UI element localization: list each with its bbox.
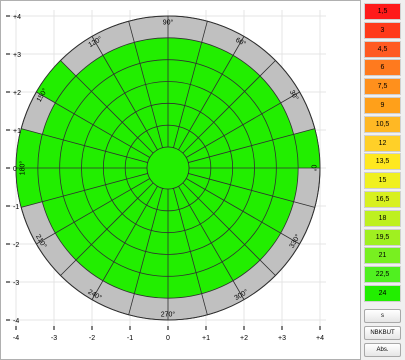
- legend-item: 22,5: [364, 266, 401, 284]
- nbkbut-button[interactable]: NBKBUT: [364, 326, 401, 340]
- legend-item: 15: [364, 172, 401, 190]
- spoke-line: [36, 178, 151, 245]
- angle-label: 0°: [310, 165, 318, 172]
- x-tick-label: -1: [127, 335, 133, 342]
- legend-item: 16,5: [364, 191, 401, 208]
- legend-item: 3: [364, 21, 401, 39]
- polar-chart: -4+4-3+3-2+2-1+100+1-1+2-2+3-3+4-40°30°6…: [0, 0, 361, 360]
- legend-item: 10,5: [364, 115, 401, 133]
- x-tick-label: +1: [202, 335, 210, 342]
- outer-ring-sector: [16, 168, 43, 208]
- spoke-line: [182, 60, 276, 154]
- spoke-line: [128, 188, 163, 315]
- legend-item: 13,5: [364, 153, 401, 171]
- polar-plot-area: -4 +4 -3 +3 -2 +2 -1 +1 0 0 +1 -1 +2 -2 +3 -3 +4 -4 0° 30° 6…: [0, 0, 361, 360]
- legend-item: 19,5: [364, 228, 401, 246]
- spoke-line: [128, 21, 163, 148]
- abs-button[interactable]: Abs.: [364, 343, 401, 357]
- y-tick-label: -1: [13, 204, 19, 211]
- y-tick-label: -2: [13, 242, 19, 249]
- outer-ring-sector: [36, 60, 76, 103]
- spoke-line: [173, 21, 208, 148]
- spoke-line: [185, 178, 300, 245]
- angle-label: 270°: [161, 311, 176, 319]
- y-tick-label: +3: [13, 52, 21, 59]
- angle-label: 180°: [19, 161, 27, 176]
- spoke-line: [185, 91, 300, 158]
- spoke-line: [21, 173, 148, 208]
- legend-item: 7,5: [364, 78, 401, 96]
- x-tick-label: -3: [51, 335, 57, 342]
- y-tick-label: +1: [13, 128, 21, 135]
- legend-item: 1,5: [364, 3, 401, 20]
- center-hub: [146, 146, 190, 190]
- y-tick-label: -3: [13, 280, 19, 287]
- spoke-line: [178, 185, 245, 300]
- y-tick-label: 0: [13, 166, 17, 173]
- y-tick-label: +4: [13, 14, 21, 21]
- x-tick-label: +4: [316, 335, 324, 342]
- legend-item: 21: [364, 247, 401, 265]
- outer-ring-sector: [293, 128, 320, 168]
- x-tick-label: -4: [13, 335, 19, 342]
- spoke-line: [182, 182, 276, 276]
- y-tick-label: -4: [13, 318, 19, 325]
- s-button[interactable]: s: [364, 309, 401, 323]
- x-tick-label: +3: [278, 335, 286, 342]
- legend-item: 24: [364, 285, 401, 302]
- outer-ring-sector: [16, 128, 43, 168]
- legend-item: 9: [364, 97, 401, 114]
- spoke-line: [173, 188, 208, 315]
- x-tick-label: +2: [240, 335, 248, 342]
- y-tick-label: +2: [13, 90, 21, 97]
- spoke-line: [36, 91, 151, 158]
- x-tick-label: -2: [89, 335, 95, 342]
- spoke-line: [91, 36, 158, 151]
- legend-item: 12: [364, 134, 401, 152]
- sidebar: 1,5 3 4,5 6 7,5 9 10,5 12 13,5 15 16,5 18 19,5 21 22,5…: [361, 0, 405, 360]
- legend-item: 18: [364, 209, 401, 227]
- spoke-line: [60, 60, 154, 154]
- spoke-line: [188, 128, 315, 163]
- angle-label: 90°: [163, 19, 174, 27]
- legend-item: 6: [364, 59, 401, 77]
- spoke-line: [60, 182, 154, 276]
- spoke-line: [188, 173, 315, 208]
- legend-item: 4,5: [364, 40, 401, 58]
- spoke-line: [91, 185, 158, 300]
- spoke-line: [178, 36, 245, 151]
- x-tick-label: 0: [166, 335, 170, 342]
- spoke-line: [21, 128, 148, 163]
